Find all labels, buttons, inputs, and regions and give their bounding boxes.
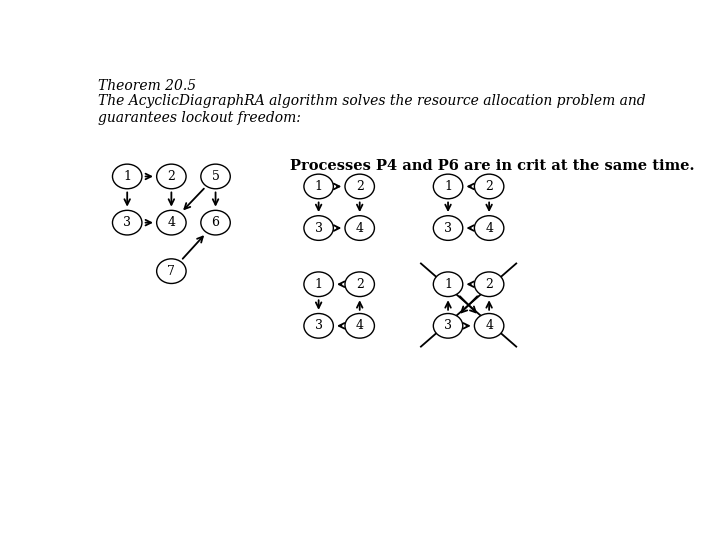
Ellipse shape: [345, 174, 374, 199]
Ellipse shape: [345, 314, 374, 338]
Ellipse shape: [157, 259, 186, 284]
Text: 1: 1: [444, 278, 452, 291]
Text: The AcyclicDiagraphRA algorithm solves the resource allocation problem and: The AcyclicDiagraphRA algorithm solves t…: [98, 94, 645, 108]
Text: 3: 3: [444, 221, 452, 234]
Text: 3: 3: [123, 216, 131, 229]
Ellipse shape: [474, 314, 504, 338]
Text: 1: 1: [315, 180, 323, 193]
Ellipse shape: [157, 164, 186, 189]
Text: 4: 4: [356, 221, 364, 234]
Ellipse shape: [304, 215, 333, 240]
Ellipse shape: [304, 174, 333, 199]
Text: 1: 1: [444, 180, 452, 193]
Ellipse shape: [157, 211, 186, 235]
Text: 4: 4: [356, 319, 364, 332]
Text: Processes P4 and P6 are in crit at the same time.: Processes P4 and P6 are in crit at the s…: [290, 159, 695, 173]
Text: 2: 2: [356, 180, 364, 193]
Text: guarantees lockout freedom:: guarantees lockout freedom:: [98, 111, 301, 125]
Text: 2: 2: [485, 180, 493, 193]
Ellipse shape: [433, 314, 463, 338]
Ellipse shape: [304, 314, 333, 338]
Text: 4: 4: [485, 319, 493, 332]
Text: 3: 3: [315, 319, 323, 332]
Ellipse shape: [474, 215, 504, 240]
Ellipse shape: [201, 211, 230, 235]
Text: 3: 3: [315, 221, 323, 234]
Text: 2: 2: [485, 278, 493, 291]
Ellipse shape: [474, 174, 504, 199]
Ellipse shape: [433, 215, 463, 240]
Ellipse shape: [112, 164, 142, 189]
Text: 6: 6: [212, 216, 220, 229]
Text: 2: 2: [168, 170, 175, 183]
Text: Theorem 20.5: Theorem 20.5: [98, 79, 196, 93]
Text: 1: 1: [315, 278, 323, 291]
Text: 3: 3: [444, 319, 452, 332]
Text: 5: 5: [212, 170, 220, 183]
Text: 4: 4: [167, 216, 176, 229]
Ellipse shape: [345, 215, 374, 240]
Ellipse shape: [304, 272, 333, 296]
Text: 2: 2: [356, 278, 364, 291]
Ellipse shape: [474, 272, 504, 296]
Ellipse shape: [201, 164, 230, 189]
Text: 1: 1: [123, 170, 131, 183]
Text: 4: 4: [485, 221, 493, 234]
Ellipse shape: [433, 272, 463, 296]
Ellipse shape: [112, 211, 142, 235]
Ellipse shape: [345, 272, 374, 296]
Ellipse shape: [433, 174, 463, 199]
Text: 7: 7: [168, 265, 175, 278]
